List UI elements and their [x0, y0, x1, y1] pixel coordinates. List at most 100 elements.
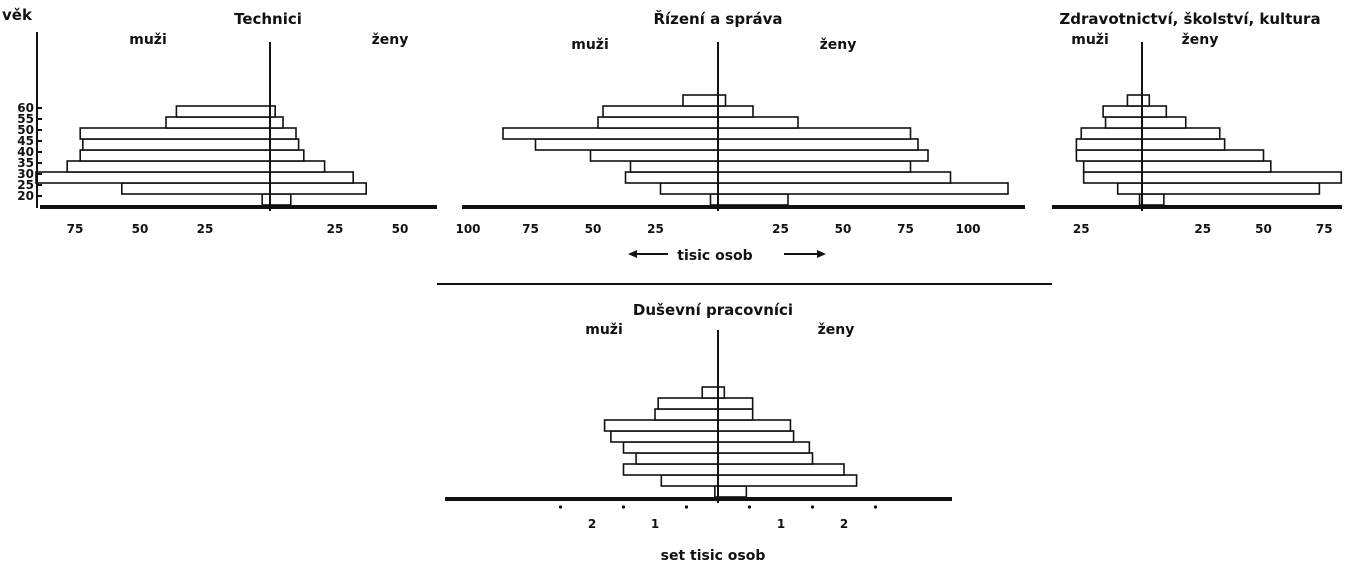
xtick-left-0: 100 [455, 222, 480, 236]
bar-zeny-3 [717, 160, 912, 173]
bar-muzi-3 [629, 160, 719, 173]
pyramid-zdravotnictvi: Zdravotnictví, školství, kultura muži že… [1052, 10, 1343, 236]
title-zdravotnictvi: Zdravotnictví, školství, kultura [1059, 10, 1320, 28]
bar-zeny-4 [717, 441, 811, 454]
bar-muzi-1 [660, 474, 719, 487]
bar-muzi-2 [622, 463, 719, 476]
bar-muzi-2 [624, 171, 719, 184]
bar-zeny-2 [717, 463, 845, 476]
bar-muzi-5 [610, 430, 719, 443]
bar-muzi-4 [622, 441, 719, 454]
bar-zeny-9 [717, 94, 727, 107]
title-rizeni-a-sprava: Řízení a správa [653, 9, 782, 28]
age-tick-7: 55 [17, 112, 34, 126]
minor-tick-dot-3 [747, 505, 752, 509]
unit-label-bottom: set tisic osob [661, 548, 766, 564]
bar-zeny-1 [1141, 182, 1321, 195]
title-dusevni-pracovnici: Duševní pracovníci [633, 301, 793, 319]
bar-muzi-8 [1102, 105, 1143, 118]
pyramid-technici: Technici muži ženy 75 50 25 25 50 [35, 10, 437, 236]
men-label-zdravotnictvi: muži [1071, 32, 1109, 48]
bar-zeny-2 [269, 171, 354, 184]
bar-zeny-6 [269, 127, 297, 140]
bar-zeny-4 [1141, 149, 1265, 162]
bar-muzi-5 [534, 138, 719, 151]
age-tick-0: 20 [17, 189, 34, 203]
age-tick-6: 50 [17, 123, 34, 137]
xtick-left-1: 1 [651, 517, 659, 531]
women-label-rizeni: ženy [820, 37, 857, 53]
bar-muzi-0 [261, 193, 271, 206]
bar-zeny-7 [717, 408, 754, 421]
pyramid-dusevni-pracovnici: Duševní pracovníci muži ženy 2 1 1 2 [445, 301, 952, 531]
pyramid-rizeni-a-sprava: Řízení a správa muži ženy 100 75 50 25 25 50 7… [455, 9, 1025, 236]
age-tick-5: 45 [17, 134, 34, 148]
age-tick-8: 60 [17, 101, 34, 115]
bar-muzi-9 [1126, 94, 1143, 107]
men-label-rizeni: muži [571, 37, 609, 53]
bar-zeny-0 [717, 193, 789, 206]
bar-zeny-4 [717, 149, 929, 162]
bar-muzi-8 [175, 105, 271, 118]
xtick-right-2: 75 [897, 222, 914, 236]
bar-muzi-6 [603, 419, 719, 432]
bar-muzi-9 [682, 94, 719, 107]
age-tick-2: 30 [17, 167, 34, 181]
bar-zeny-5 [269, 138, 300, 151]
bar-muzi-5 [82, 138, 271, 151]
bar-zeny-8 [717, 105, 754, 118]
bar-muzi-4 [589, 149, 719, 162]
bar-muzi-6 [79, 127, 271, 140]
bar-muzi-4 [1075, 149, 1143, 162]
xtick-right-0: 25 [772, 222, 789, 236]
xtick-left-0: 75 [67, 222, 84, 236]
bar-zeny-3 [1141, 160, 1272, 173]
bar-muzi-1 [121, 182, 271, 195]
xtick-right-2: 75 [1316, 222, 1333, 236]
bar-muzi-4 [79, 149, 271, 162]
bar-zeny-1 [717, 474, 858, 487]
men-label-technici: muži [129, 32, 167, 48]
bar-zeny-7 [269, 116, 284, 129]
women-label-zdravotnictvi: ženy [1182, 32, 1219, 48]
bar-zeny-5 [717, 430, 795, 443]
bar-muzi-2 [1082, 171, 1143, 184]
xtick-right-0: 25 [327, 222, 344, 236]
xtick-right-1: 50 [1255, 222, 1272, 236]
bar-zeny-5 [717, 138, 919, 151]
bar-muzi-7 [597, 116, 719, 129]
bar-zeny-0 [1141, 193, 1165, 206]
xtick-right-0: 1 [777, 517, 785, 531]
men-label-dusevni: muži [585, 322, 623, 338]
bar-muzi-7 [654, 408, 719, 421]
bar-muzi-8 [657, 397, 719, 410]
bar-zeny-1 [269, 182, 367, 195]
bar-muzi-7 [1104, 116, 1143, 129]
xtick-right-3: 100 [955, 222, 980, 236]
xtick-left-1: 75 [522, 222, 539, 236]
bar-zeny-0 [269, 193, 292, 206]
bar-muzi-8 [602, 105, 719, 118]
bar-zeny-8 [717, 397, 754, 410]
unit-label-top: tisic osob [677, 248, 752, 264]
bar-zeny-4 [269, 149, 305, 162]
bar-zeny-1 [717, 182, 1009, 195]
age-tick-3: 35 [17, 156, 34, 170]
minor-tick-dot-4 [810, 505, 815, 509]
xtick-left-3: 25 [647, 222, 664, 236]
bar-muzi-2 [35, 171, 271, 184]
bar-muzi-5 [1075, 138, 1143, 151]
xtick-left-2: 25 [197, 222, 214, 236]
bar-muzi-1 [1116, 182, 1143, 195]
bar-muzi-6 [502, 127, 719, 140]
bar-zeny-5 [1141, 138, 1226, 151]
minor-tick-dot-5 [873, 505, 878, 509]
bar-zeny-3 [269, 160, 326, 173]
title-technici: Technici [234, 10, 302, 28]
age-axis-label: věk [2, 6, 33, 24]
bar-muzi-3 [1082, 160, 1143, 173]
minor-tick-dot-1 [621, 505, 626, 509]
bar-muzi-1 [659, 182, 719, 195]
bar-zeny-0 [717, 485, 748, 498]
